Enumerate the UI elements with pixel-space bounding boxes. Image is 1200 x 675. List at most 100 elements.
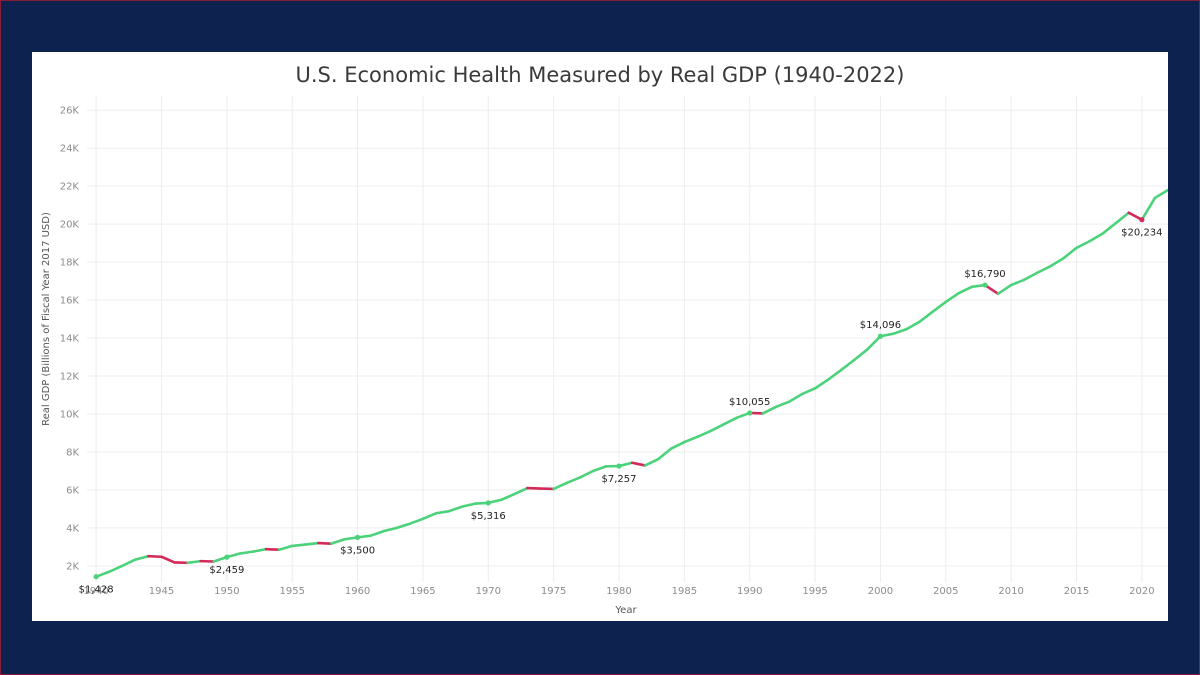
growth-segment xyxy=(238,550,255,555)
y-tick-label: 6K xyxy=(66,485,79,496)
growth-segment xyxy=(290,543,307,548)
annotated-point xyxy=(877,333,884,339)
annotated-point xyxy=(616,463,622,469)
y-tick-label: 14K xyxy=(60,334,80,345)
x-tick-label: 1965 xyxy=(410,586,435,597)
value-annotation: $20,234 xyxy=(1121,228,1162,239)
y-tick-label: 12K xyxy=(60,372,80,383)
growth-segment xyxy=(1009,278,1026,287)
growth-segment xyxy=(1140,196,1157,222)
growth-segment xyxy=(892,327,908,335)
growth-segment xyxy=(408,517,425,526)
growth-segment xyxy=(395,522,412,530)
growth-segment xyxy=(277,544,294,552)
x-tick-label: 1945 xyxy=(149,586,174,597)
growth-segment xyxy=(460,502,477,508)
growth-segment xyxy=(134,554,150,561)
growth-segment xyxy=(303,541,320,546)
x-tick-label: 1950 xyxy=(214,586,239,597)
y-tick-label: 16K xyxy=(60,296,80,307)
y-tick-label: 26K xyxy=(60,106,80,117)
y-axis-ticks: 2K 4K 6K 8K 10K 12K 14K 16K 18K 20K 22K 24K 26K xyxy=(60,106,80,573)
value-annotation: $3,500 xyxy=(340,545,375,556)
x-tick-label: 1960 xyxy=(345,586,370,597)
x-axis-ticks: 1940 1945 1950 1955 1960 1965 1970 1975 1980 1985… xyxy=(83,586,1154,597)
growth-segment xyxy=(1035,264,1052,275)
annotated-point xyxy=(354,534,361,540)
decline-segment xyxy=(147,554,163,559)
growth-segment xyxy=(513,486,529,496)
decline-segment xyxy=(983,283,1000,296)
decline-segment xyxy=(264,547,281,552)
growth-segment xyxy=(774,400,791,409)
growth-segment xyxy=(643,457,660,467)
growth-segment xyxy=(186,559,203,565)
growth-segment xyxy=(1075,239,1091,250)
y-axis-label: Real GDP (Billions of Fiscal Year 2017 U… xyxy=(41,212,52,426)
grid-lines xyxy=(87,96,1168,582)
x-tick-label: 1975 xyxy=(541,586,566,597)
growth-segment xyxy=(669,440,686,450)
growth-segment xyxy=(1022,271,1039,282)
growth-segment xyxy=(839,358,856,372)
chart-card: U.S. Economic Health Measured by Real GD… xyxy=(32,52,1168,621)
x-tick-label: 1980 xyxy=(606,586,631,597)
value-annotation: $16,790 xyxy=(964,269,1005,280)
value-annotation: $14,096 xyxy=(860,320,901,331)
growth-segment xyxy=(330,537,346,545)
growth-segment xyxy=(120,558,137,568)
x-tick-label: 1955 xyxy=(279,586,304,597)
value-annotation: $10,055 xyxy=(729,397,770,408)
y-tick-label: 8K xyxy=(66,447,79,458)
y-tick-label: 4K xyxy=(66,523,79,534)
value-annotation: $2,459 xyxy=(209,565,244,576)
gdp-series xyxy=(94,188,1168,579)
x-tick-label: 1995 xyxy=(802,586,827,597)
growth-segment xyxy=(761,405,778,415)
growth-segment xyxy=(1049,257,1065,268)
growth-segment xyxy=(591,465,608,473)
growth-segment xyxy=(1114,211,1131,225)
growth-segment xyxy=(918,310,935,324)
y-tick-label: 20K xyxy=(60,220,80,231)
value-annotations: $1,428 $2,459 $3,500 $5,316 $7,257 $10,055 $14… xyxy=(79,217,1163,596)
growth-segment xyxy=(565,476,582,485)
growth-segment xyxy=(905,320,921,331)
growth-segment xyxy=(1153,188,1168,200)
growth-segment xyxy=(722,416,738,426)
growth-segment xyxy=(996,283,1013,296)
value-annotation: $7,257 xyxy=(602,474,637,485)
growth-segment xyxy=(1088,232,1104,243)
annotated-point xyxy=(982,282,988,288)
annotated-point xyxy=(93,574,99,580)
y-tick-label: 10K xyxy=(60,409,80,420)
growth-segment xyxy=(447,505,464,513)
x-tick-label: 1985 xyxy=(672,586,697,597)
value-annotation: $1,428 xyxy=(79,585,114,596)
growth-segment xyxy=(826,368,843,381)
y-tick-label: 22K xyxy=(60,182,80,193)
growth-segment xyxy=(500,492,516,502)
value-annotation: $5,316 xyxy=(471,511,506,522)
growth-segment xyxy=(866,334,882,351)
x-axis-label: Year xyxy=(614,605,637,616)
decline-segment xyxy=(630,461,647,467)
growth-segment xyxy=(931,300,948,313)
annotated-point xyxy=(224,554,230,560)
growth-segment xyxy=(787,392,804,404)
growth-segment xyxy=(1062,246,1078,260)
gdp-line-chart: U.S. Economic Health Measured by Real GD… xyxy=(41,63,1168,616)
growth-segment xyxy=(683,435,699,444)
x-tick-label: 1990 xyxy=(737,586,762,597)
annotated-point xyxy=(747,410,753,416)
growth-segment xyxy=(251,547,268,553)
x-tick-label: 1970 xyxy=(476,586,501,597)
growth-segment xyxy=(552,481,569,491)
x-tick-label: 2010 xyxy=(998,586,1023,597)
growth-segment xyxy=(434,509,451,515)
y-tick-label: 24K xyxy=(60,144,80,155)
growth-segment xyxy=(382,526,399,533)
annotated-point xyxy=(1139,217,1145,223)
growth-segment xyxy=(1101,221,1118,235)
decline-segment xyxy=(160,555,176,564)
